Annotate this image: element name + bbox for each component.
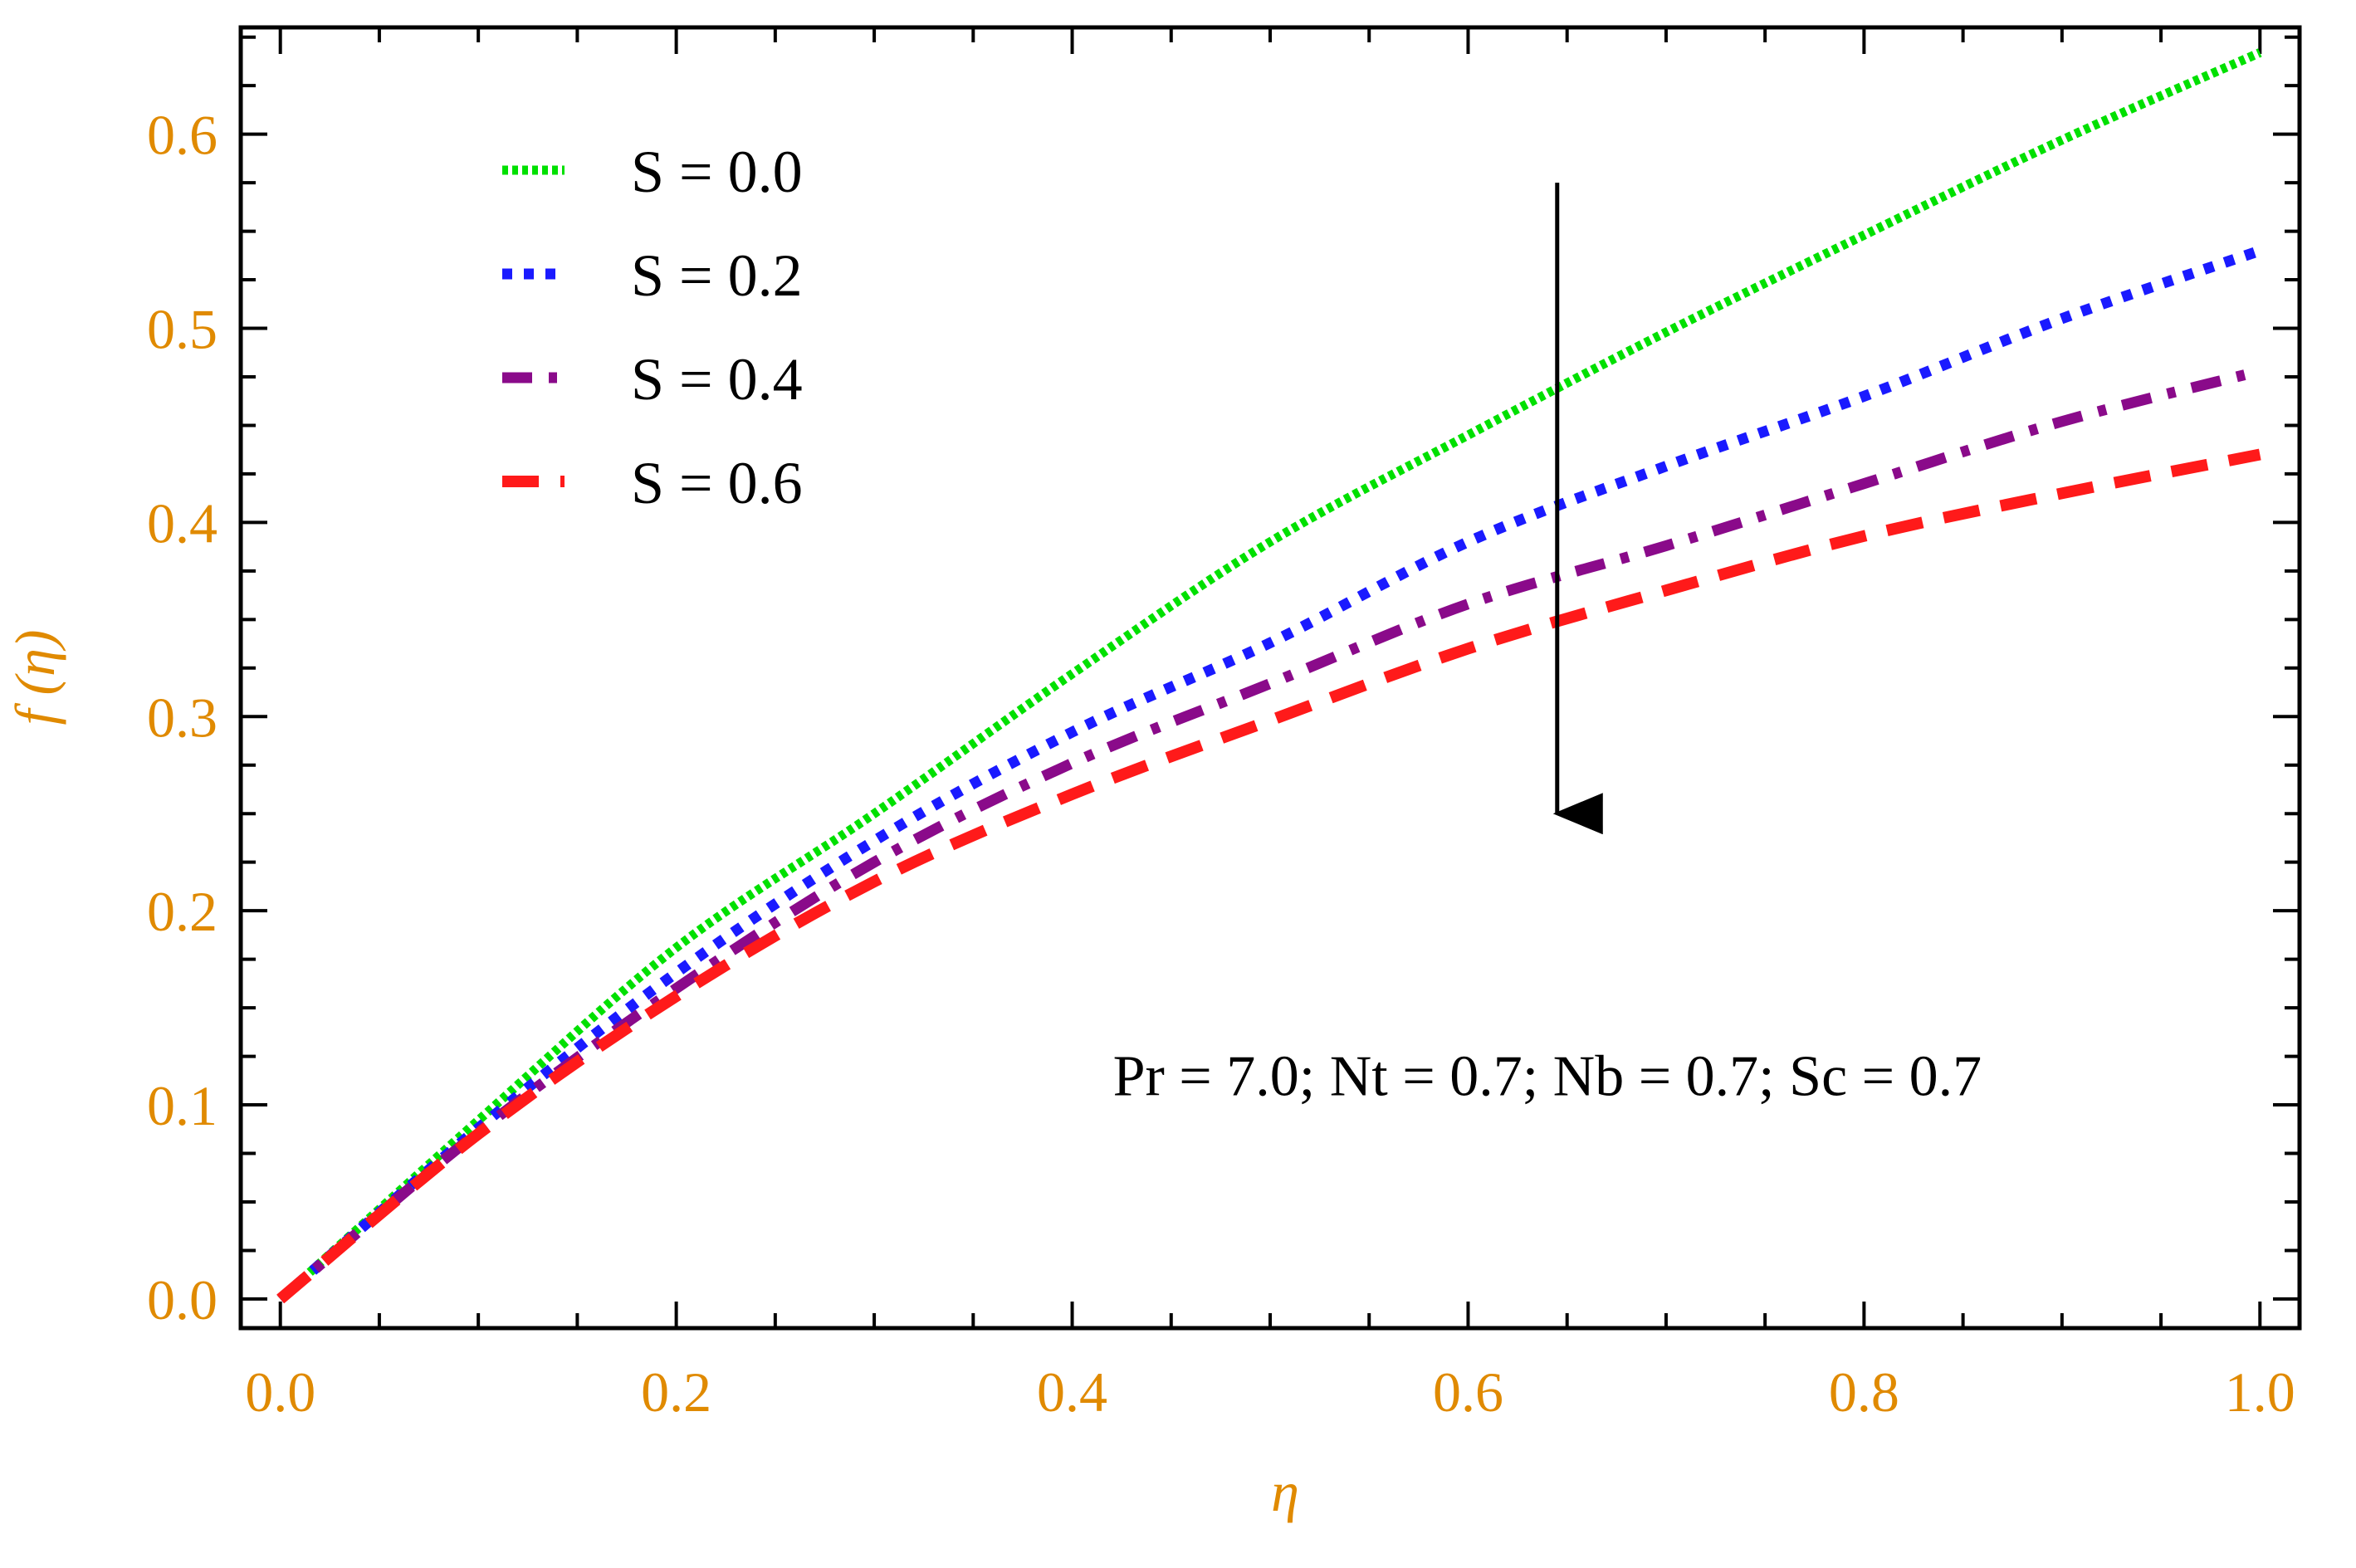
y-axis-label: f (η) [3, 630, 66, 725]
legend-label: S = 0.2 [631, 242, 803, 309]
legend: S = 0.0 S = 0.2 S = 0.4 S = 0.6 [502, 139, 803, 516]
x-tick-label: 0.6 [1433, 1360, 1503, 1424]
x-axis-label: η [1271, 1460, 1299, 1523]
parameter-annotation: Pr = 7.0; Nt = 0.7; Nb = 0.7; Sc = 0.7 [1113, 1044, 1982, 1108]
y-tick-label: 0.0 [147, 1268, 218, 1331]
y-tick-label: 0.4 [147, 491, 218, 554]
y-tick-labels: 0.0 0.1 0.2 0.3 0.4 0.5 0.6 [147, 104, 218, 1331]
series-line-2 [276, 365, 2261, 1303]
y-tick-label: 0.3 [147, 686, 218, 749]
series-line-0 [277, 48, 2262, 1303]
y-tick-label: 0.2 [147, 880, 218, 943]
x-tick-labels: 0.0 0.2 0.4 0.6 0.8 1.0 [245, 1360, 2295, 1424]
axis-ticks [241, 27, 2300, 1328]
x-tick-label: 0.2 [641, 1360, 711, 1424]
series-layer [276, 48, 2262, 1304]
y-tick-label: 0.6 [147, 104, 218, 167]
plot-frame [238, 25, 2302, 1331]
x-tick-label: 0.8 [1829, 1360, 1899, 1424]
y-tick-label: 0.5 [147, 298, 218, 361]
series-line-1 [276, 245, 2262, 1303]
legend-label: S = 0.0 [631, 139, 803, 205]
legend-label: S = 0.4 [631, 346, 803, 413]
x-tick-label: 0.4 [1037, 1360, 1107, 1424]
series-line-3 [276, 448, 2261, 1304]
y-tick-label: 0.1 [147, 1074, 218, 1137]
legend-label: S = 0.6 [631, 450, 803, 516]
x-tick-label: 0.0 [245, 1360, 315, 1424]
x-tick-label: 1.0 [2225, 1360, 2295, 1424]
